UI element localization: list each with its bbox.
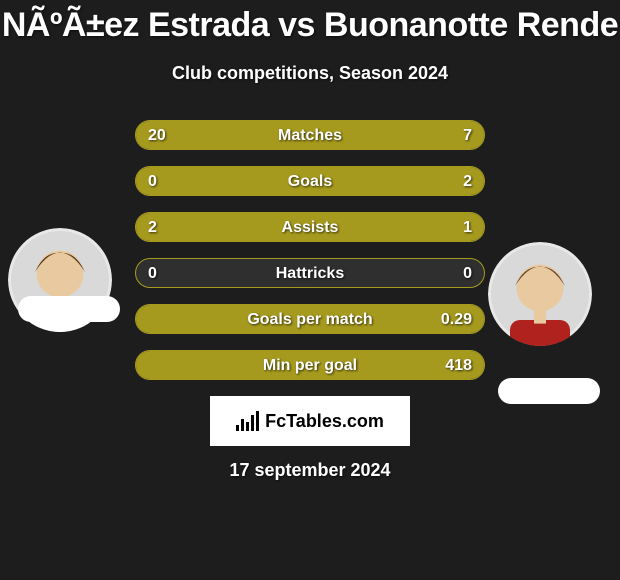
stat-row: 21Assists <box>135 212 485 242</box>
stat-row: 0.29Goals per match <box>135 304 485 334</box>
comparison-card: NÃºÃ±ez Estrada vs Buonanotte Rende Club… <box>0 0 620 580</box>
player-right-badge <box>498 378 600 404</box>
logo-text: FcTables.com <box>265 411 384 432</box>
stat-row: 418Min per goal <box>135 350 485 380</box>
stat-label: Goals per match <box>136 305 484 333</box>
stat-row: 00Hattricks <box>135 258 485 288</box>
logo-bars-icon <box>236 411 259 431</box>
date-label: 17 september 2024 <box>0 460 620 481</box>
stat-row: 207Matches <box>135 120 485 150</box>
stat-rows: 207Matches 02Goals 21Assists 00Hattricks 0.2… <box>135 120 485 380</box>
stat-label: Hattricks <box>136 259 484 287</box>
subtitle: Club competitions, Season 2024 <box>0 63 620 84</box>
stat-label: Goals <box>136 167 484 195</box>
player-left-badge <box>18 296 120 322</box>
stats-arena: 207Matches 02Goals 21Assists 00Hattricks 0.2… <box>0 120 620 481</box>
source-logo: FcTables.com <box>210 396 410 446</box>
stat-label: Min per goal <box>136 351 484 379</box>
page-title: NÃºÃ±ez Estrada vs Buonanotte Rende <box>0 6 620 45</box>
stat-row: 02Goals <box>135 166 485 196</box>
stat-label: Assists <box>136 213 484 241</box>
stat-label: Matches <box>136 121 484 149</box>
player-right-avatar <box>488 242 592 346</box>
